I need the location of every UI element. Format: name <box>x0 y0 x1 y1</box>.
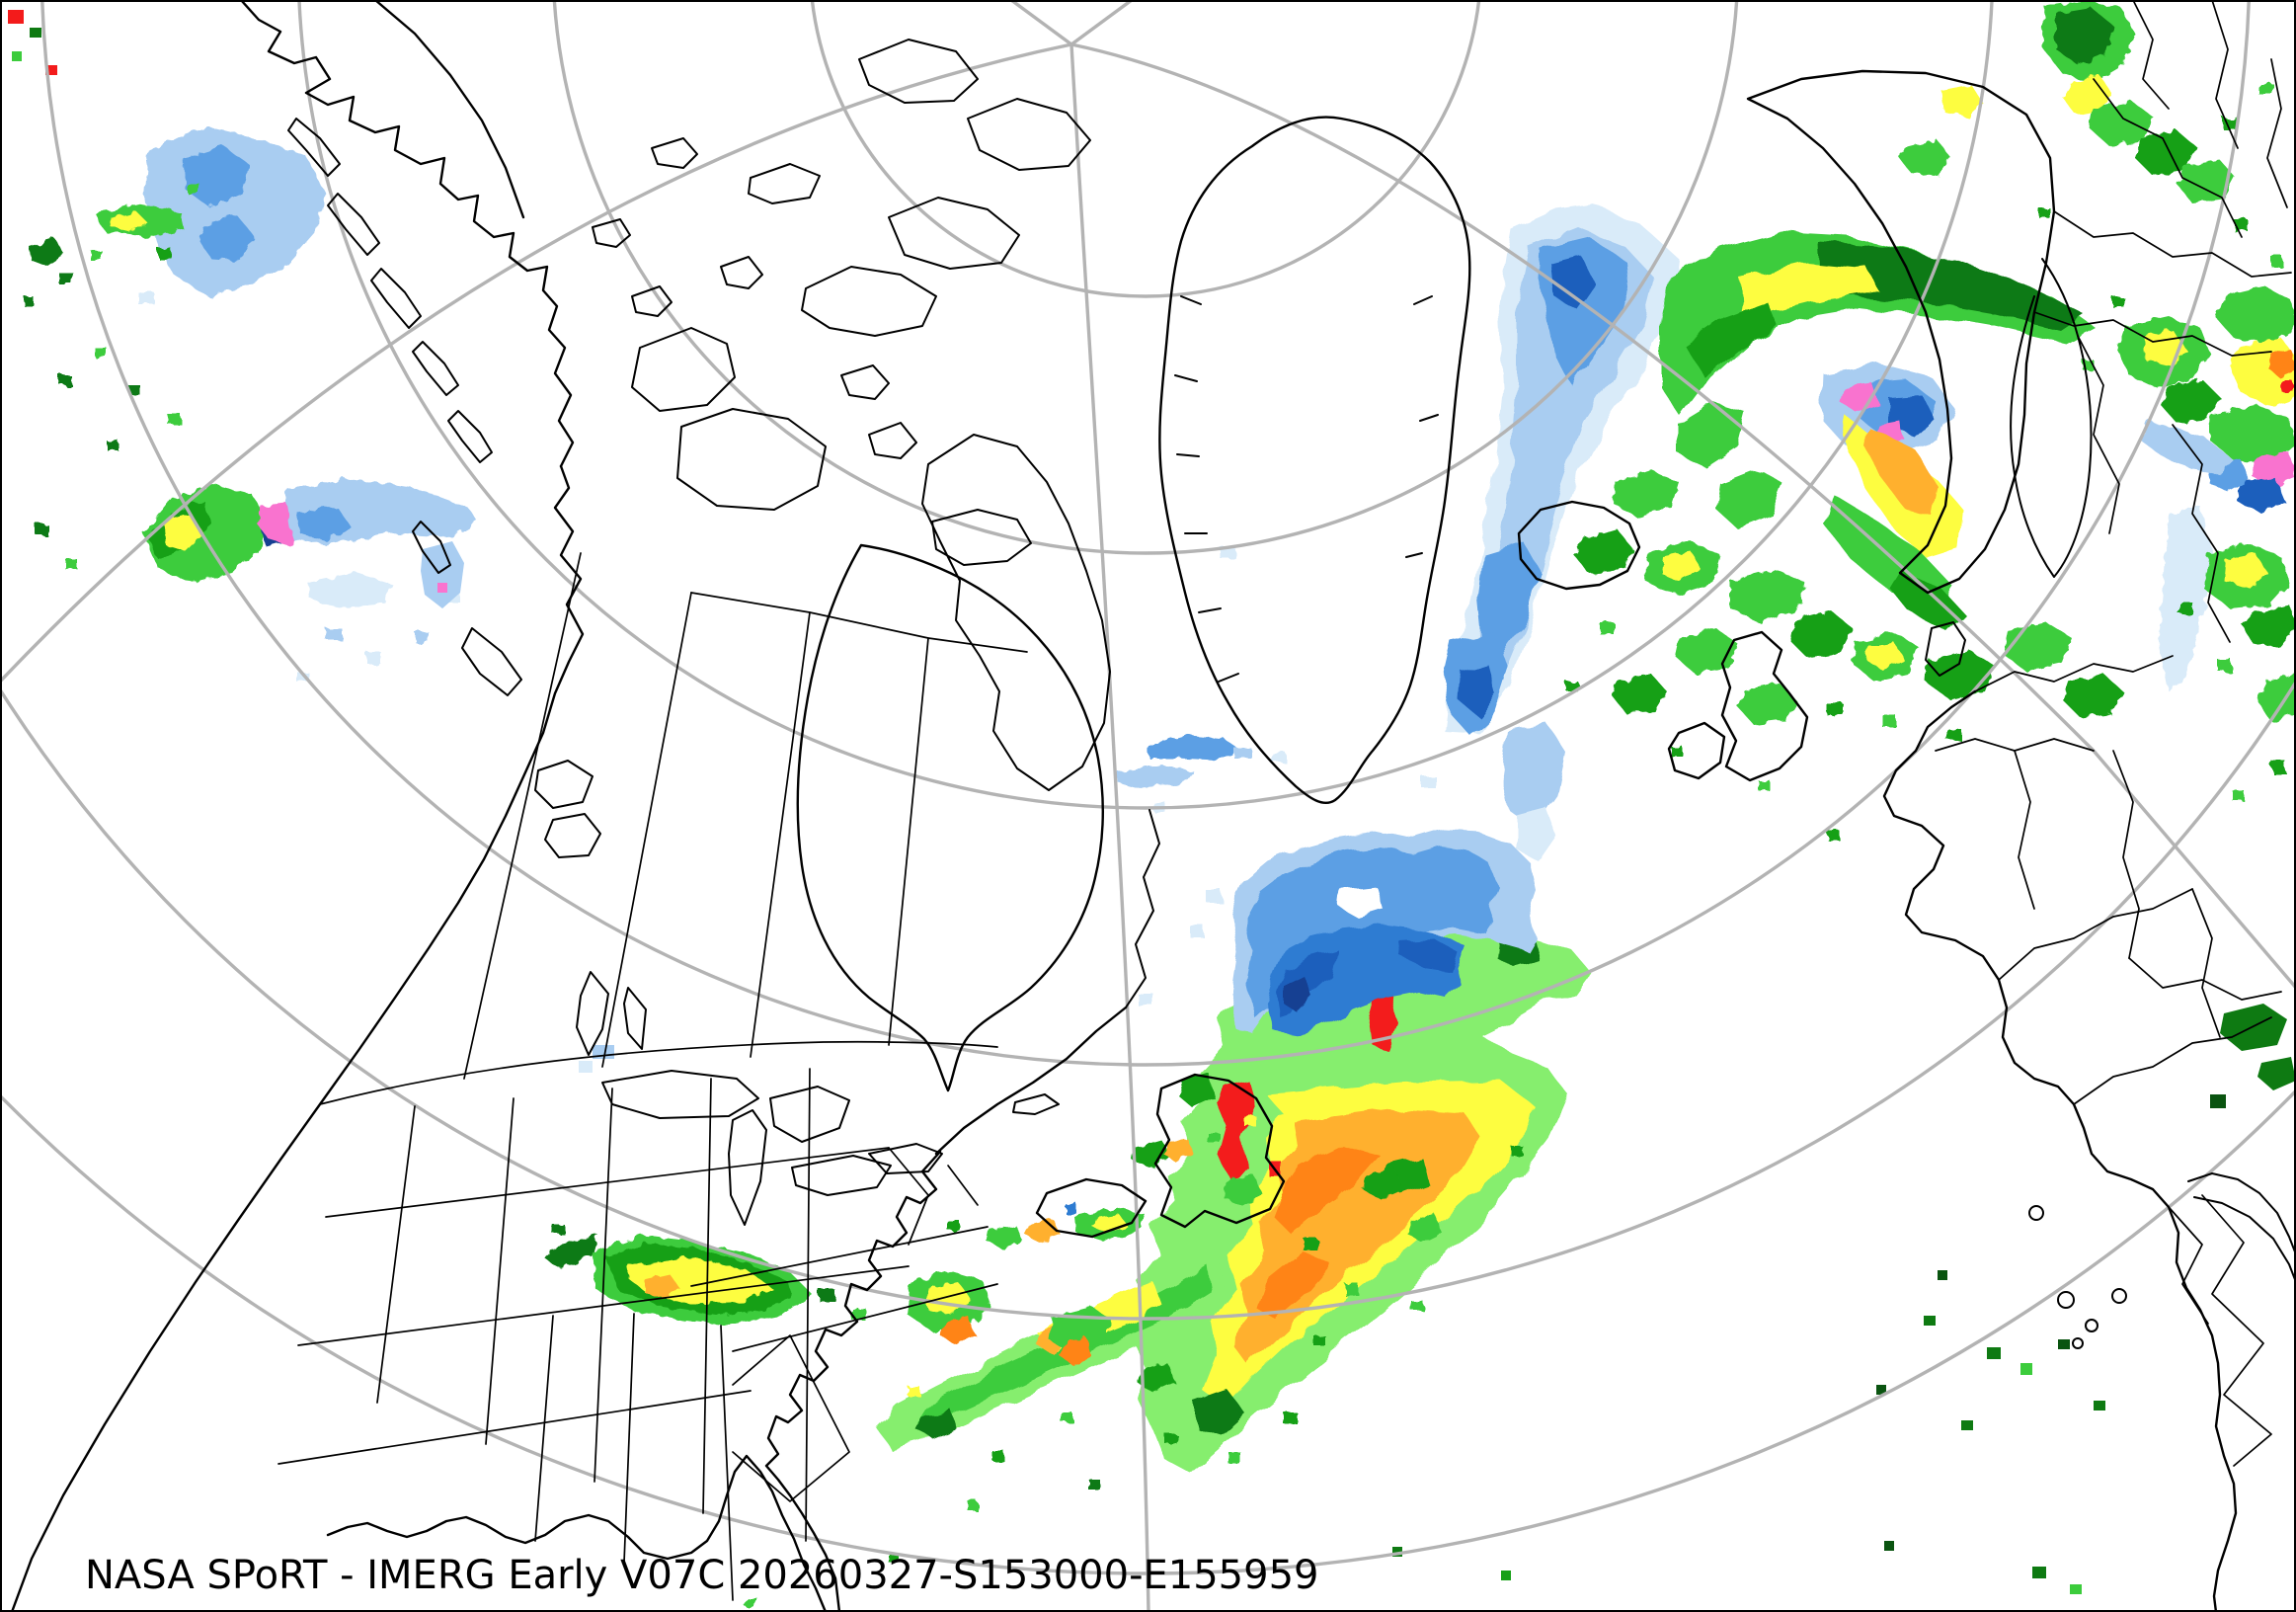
coast-alaska <box>239 0 575 468</box>
alaska-islands <box>287 118 493 463</box>
coast-west-america <box>10 464 585 1612</box>
islands-arctic <box>592 39 1111 791</box>
coast-st-lawrence <box>934 1006 1128 1156</box>
island-anticosti <box>1012 1093 1060 1115</box>
precip-norwegian-sea-field <box>1566 470 2123 840</box>
precip-layer <box>8 0 2296 1608</box>
precip-finland-band <box>1898 0 2283 267</box>
coast-europe <box>1882 689 2238 1612</box>
precip-norway-coast <box>1661 231 2096 632</box>
borders-us-states <box>277 1068 998 1601</box>
borders-europe <box>1935 0 2292 1467</box>
coast-iceland <box>1517 500 1641 591</box>
coast-mediterranean-south <box>2193 1196 2296 1283</box>
precip-maritimes-cells <box>948 1116 1256 1249</box>
precip-atlantic-storm <box>1134 830 1592 1474</box>
coast-british-isles <box>1667 630 1809 782</box>
precip-ohio-valley-band <box>545 1225 865 1326</box>
coast-scandinavia <box>1746 69 2056 595</box>
precip-davis-strait <box>1116 548 1286 812</box>
lakes <box>534 760 943 1226</box>
borders-canada <box>463 552 1028 1080</box>
coastline-layer <box>10 0 2296 1612</box>
coast-labrador <box>1125 809 1160 1008</box>
coast-alaska-inner <box>373 0 525 219</box>
coast-newfoundland <box>1153 1073 1286 1229</box>
precip-bc-coast <box>36 348 478 682</box>
coast-nova-scotia <box>1035 1177 1148 1239</box>
greenland-fjords <box>1174 295 1439 683</box>
product-timestamp-label: NASA SPoRT - IMERG Early V07C 20260327-S… <box>85 1553 1319 1598</box>
precip-east-europe-cells <box>2038 207 2296 800</box>
island-haida-gwaii <box>412 521 451 574</box>
meridian-west <box>0 42 1072 684</box>
meridian-east <box>1070 42 2296 990</box>
coast-us-east <box>764 1150 942 1612</box>
coast-hudson-bay <box>796 543 1104 1092</box>
meridian-central <box>1069 43 1150 1612</box>
precip-south-atlantic-specks <box>1392 1004 2296 1594</box>
coast-gulf-florida <box>326 1454 828 1612</box>
atlantic-islands <box>2028 1205 2127 1349</box>
meridian-northwest <box>1009 0 1073 46</box>
coast-greenland <box>1158 116 1471 805</box>
island-vancouver <box>461 627 522 696</box>
precip-north-pacific <box>24 126 326 306</box>
precip-corner-specks <box>8 10 57 75</box>
meridian-northeast <box>1069 0 1134 46</box>
coast-mediterranean-north <box>2187 1172 2296 1255</box>
island-southampton <box>931 509 1032 566</box>
precip-offshore-cells <box>746 1146 1523 1608</box>
precip-hudson-patch <box>421 541 614 1073</box>
border-us-canada <box>319 1040 998 1105</box>
coast-denmark <box>1925 621 1966 677</box>
precip-greenland-sea <box>1422 205 1695 861</box>
